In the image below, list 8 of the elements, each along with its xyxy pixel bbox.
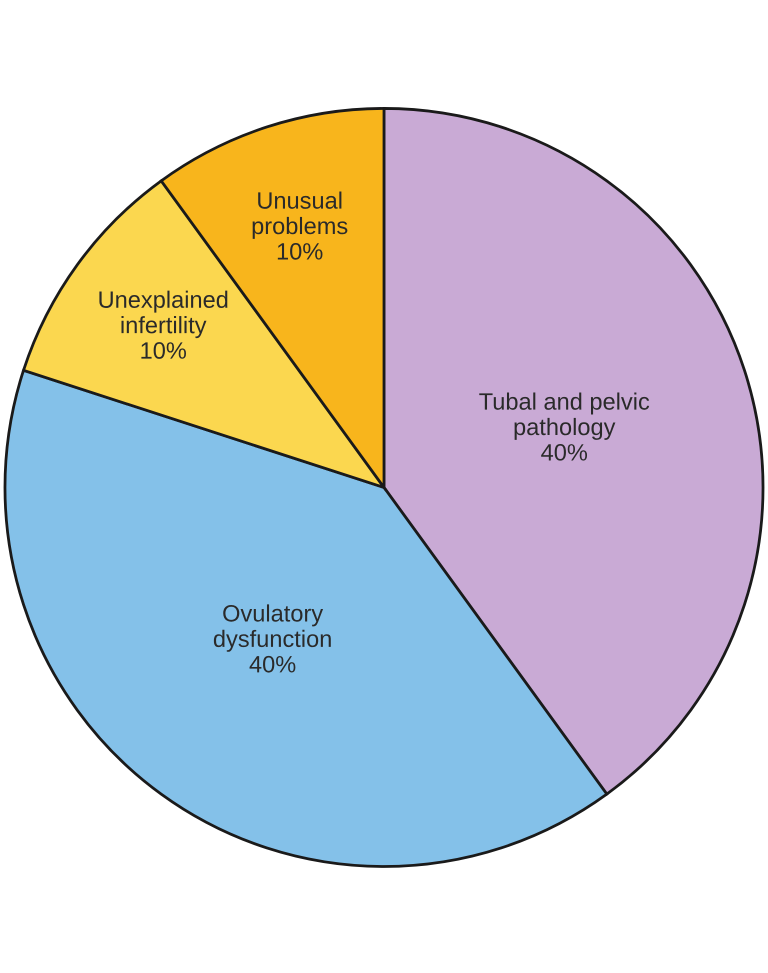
- data-label: 10%: [278, 242, 322, 260]
- slice-label: Unusual problems: [252, 191, 348, 239]
- slice-label: Ovulatory dysfunction: [214, 604, 331, 652]
- data-label: 40%: [250, 656, 296, 673]
- data-label: 40%: [541, 444, 588, 461]
- slice-label: Tubal and pelvic pathology: [479, 392, 650, 440]
- data-label: 10%: [141, 342, 186, 359]
- slice-label: Unexplained infertility: [99, 290, 228, 338]
